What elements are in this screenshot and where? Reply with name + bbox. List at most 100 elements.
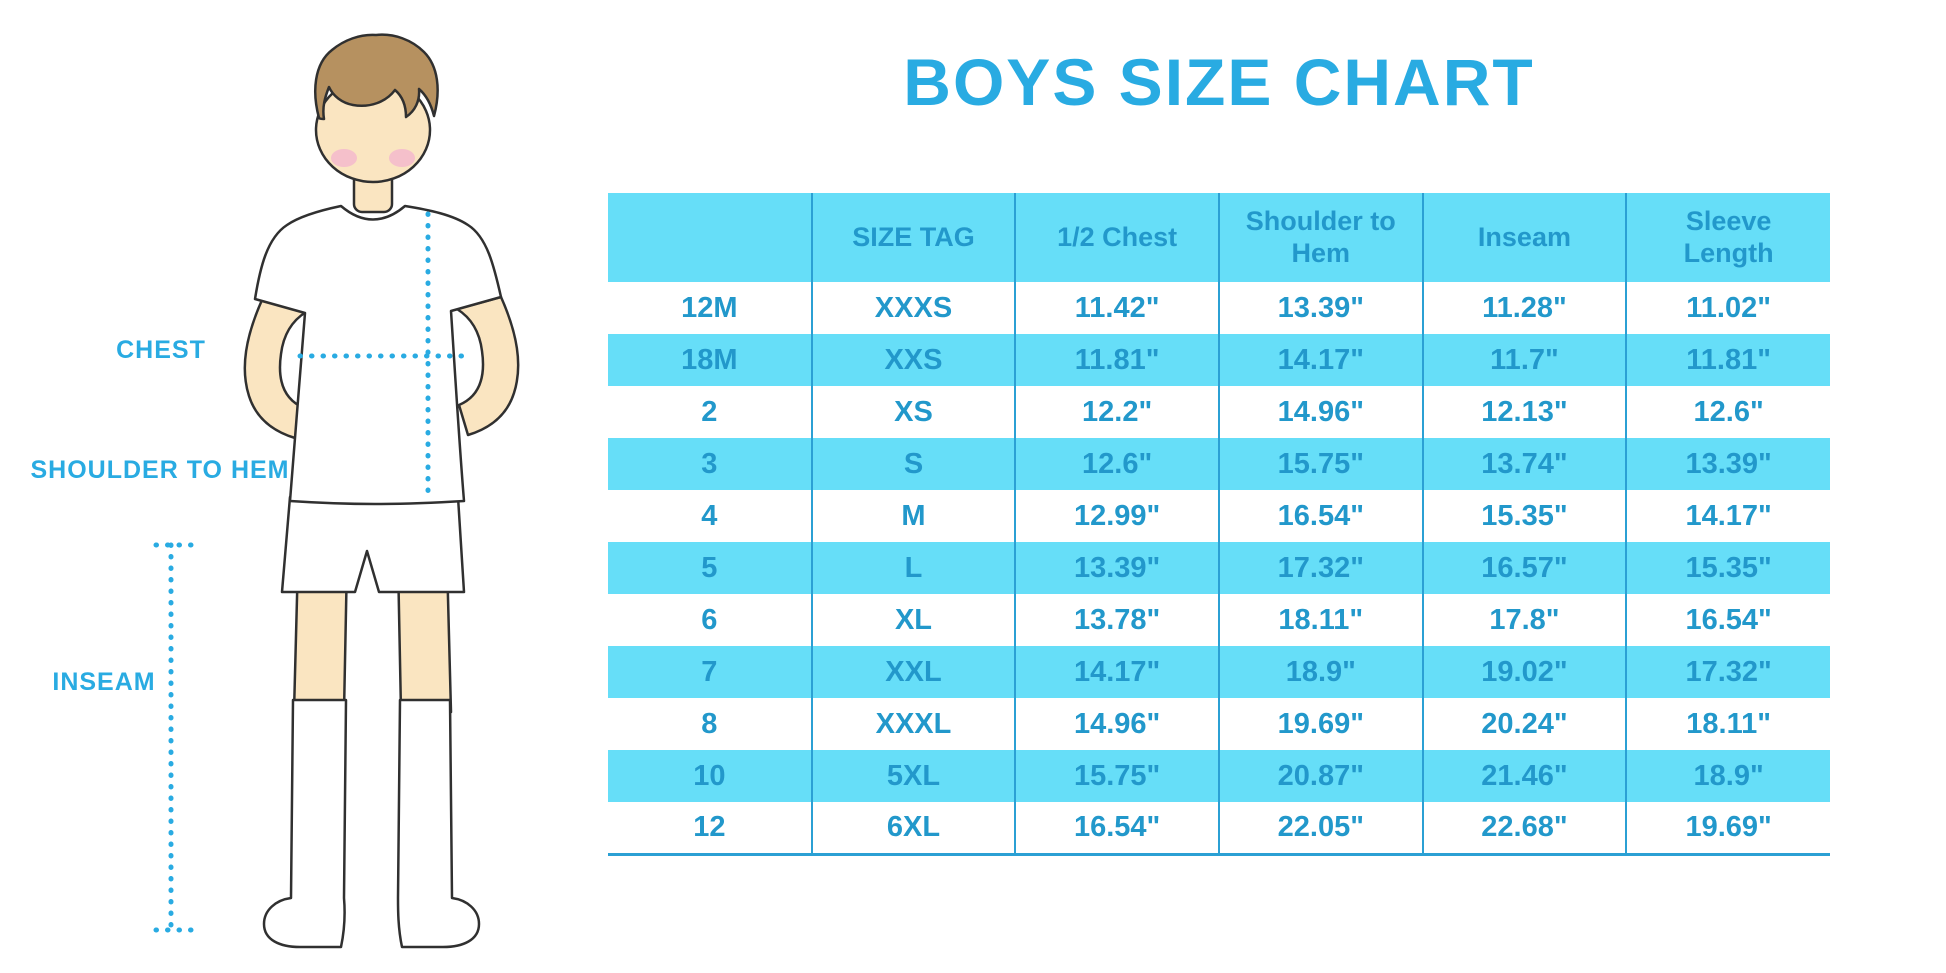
- table-cell: 15.35": [1421, 490, 1627, 542]
- table-cell: 14.17": [1625, 490, 1830, 542]
- table-cell: 21.46": [1421, 750, 1627, 802]
- table-cell: 18.11": [1625, 698, 1830, 750]
- table-cell: M: [810, 490, 1016, 542]
- table-cell: S: [810, 438, 1016, 490]
- table-cell: 18M: [608, 334, 812, 386]
- table-cell: 14.96": [1217, 386, 1423, 438]
- table-cell: 20.24": [1421, 698, 1627, 750]
- table-row: 12 6XL 16.54" 22.05" 22.68" 19.69": [608, 802, 1830, 854]
- table-cell: 19.02": [1421, 646, 1627, 698]
- table-body: 12M XXXS 11.42" 13.39" 11.28" 11.02" 18M XXS 11.…: [608, 282, 1830, 854]
- table-cell: XXXS: [810, 282, 1016, 334]
- table-cell: 12.6": [1014, 438, 1219, 490]
- table-cell: XXS: [810, 334, 1016, 386]
- table-cell: 17.32": [1625, 646, 1830, 698]
- table-cell: 13.74": [1421, 438, 1627, 490]
- boy-illustration-panel: CHEST SHOULDER TO HEM INSEAM: [0, 0, 600, 973]
- column-header: Shoulder to Hem: [1217, 193, 1423, 282]
- table-row: 10 5XL 15.75" 20.87" 21.46" 18.9": [608, 750, 1830, 802]
- table-cell: 8: [608, 698, 812, 750]
- size-table: SIZE TAG 1/2 Chest Shoulder to Hem Inseam Sl…: [608, 193, 1830, 856]
- table-cell: 22.68": [1421, 802, 1627, 854]
- table-cell: 20.87": [1217, 750, 1423, 802]
- boy-figure-illustration: [153, 33, 520, 949]
- table-cell: 11.81": [1014, 334, 1219, 386]
- table-cell: 11.7": [1421, 334, 1627, 386]
- table-cell: 11.42": [1014, 282, 1219, 334]
- table-cell: XXL: [810, 646, 1016, 698]
- boy-hair: [314, 33, 439, 121]
- column-header: Sleeve Length: [1625, 193, 1830, 282]
- column-header: Inseam: [1421, 193, 1627, 282]
- inseam-label: INSEAM: [52, 668, 156, 696]
- table-row: 3 S 12.6" 15.75" 13.74" 13.39": [608, 438, 1830, 490]
- table-cell: 16.57": [1421, 542, 1627, 594]
- table-cell: 13.39": [1625, 438, 1830, 490]
- boy-right-sock: [396, 698, 481, 949]
- table-cell: 17.8": [1421, 594, 1627, 646]
- table-cell: 17.32": [1217, 542, 1423, 594]
- chest-label: CHEST: [116, 336, 206, 364]
- table-cell: XXXL: [810, 698, 1016, 750]
- boy-shorts: [280, 495, 466, 594]
- boy-left-sock: [262, 698, 348, 949]
- table-cell: 12.2": [1014, 386, 1219, 438]
- table-cell: 11.02": [1625, 282, 1830, 334]
- table-row: 2 XS 12.2" 14.96" 12.13" 12.6": [608, 386, 1830, 438]
- table-cell: 12.6": [1625, 386, 1830, 438]
- table-row: 12M XXXS 11.42" 13.39" 11.28" 11.02": [608, 282, 1830, 334]
- table-cell: 12M: [608, 282, 812, 334]
- table-cell: 14.17": [1014, 646, 1219, 698]
- table-cell: 11.81": [1625, 334, 1830, 386]
- table-cell: 6: [608, 594, 812, 646]
- table-cell: 4: [608, 490, 812, 542]
- table-cell: 5XL: [810, 750, 1016, 802]
- table-cell: XS: [810, 386, 1016, 438]
- table-row: 8 XXXL 14.96" 19.69" 20.24" 18.11": [608, 698, 1830, 750]
- boy-tshirt: [253, 204, 503, 506]
- table-cell: 13.39": [1217, 282, 1423, 334]
- table-cell: 12.99": [1014, 490, 1219, 542]
- table-cell: 22.05": [1217, 802, 1423, 854]
- table-cell: XL: [810, 594, 1016, 646]
- table-cell: 14.96": [1014, 698, 1219, 750]
- table-cell: 7: [608, 646, 812, 698]
- table-cell: 12.13": [1421, 386, 1627, 438]
- table-cell: 12: [608, 802, 812, 854]
- column-header: SIZE TAG: [810, 193, 1016, 282]
- table-row: 5 L 13.39" 17.32" 16.57" 15.35": [608, 542, 1830, 594]
- table-cell: 18.11": [1217, 594, 1423, 646]
- size-table-head: SIZE TAG 1/2 Chest Shoulder to Hem Inseam Sl…: [608, 193, 1830, 282]
- table-row: 18M XXS 11.81" 14.17" 11.7" 11.81": [608, 334, 1830, 386]
- table-cell: 16.54": [1217, 490, 1423, 542]
- table-cell: 14.17": [1217, 334, 1423, 386]
- table-cell: 19.69": [1625, 802, 1830, 854]
- table-cell: 15.75": [1014, 750, 1219, 802]
- table-cell: 16.54": [1014, 802, 1219, 854]
- table-cell: 10: [608, 750, 812, 802]
- table-cell: 16.54": [1625, 594, 1830, 646]
- table-cell: 13.39": [1014, 542, 1219, 594]
- measurement-guides: [153, 211, 473, 933]
- table-cell: 13.78": [1014, 594, 1219, 646]
- table-cell: 18.9": [1217, 646, 1423, 698]
- column-header: [608, 193, 812, 282]
- column-header: 1/2 Chest: [1014, 193, 1219, 282]
- table-cell: 15.35": [1625, 542, 1830, 594]
- table-cell: 5: [608, 542, 812, 594]
- table-cell: 19.69": [1217, 698, 1423, 750]
- shoulder-to-hem-label: SHOULDER TO HEM: [30, 456, 290, 484]
- table-cell: 18.9": [1625, 750, 1830, 802]
- table-cell: 6XL: [810, 802, 1016, 854]
- table-row: 6 XL 13.78" 18.11" 17.8" 16.54": [608, 594, 1830, 646]
- table-cell: 3: [608, 438, 812, 490]
- table-cell: L: [810, 542, 1016, 594]
- table-cell: 2: [608, 386, 812, 438]
- page-title: BOYS SIZE CHART: [903, 45, 1535, 119]
- table-row: 4 M 12.99" 16.54" 15.35" 14.17": [608, 490, 1830, 542]
- table-cell: 11.28": [1421, 282, 1627, 334]
- table-row: 7 XXL 14.17" 18.9" 19.02" 17.32": [608, 646, 1830, 698]
- boy-blush-cheeks: [331, 149, 415, 167]
- table-header-row: SIZE TAG 1/2 Chest Shoulder to Hem Inseam Sl…: [608, 193, 1830, 282]
